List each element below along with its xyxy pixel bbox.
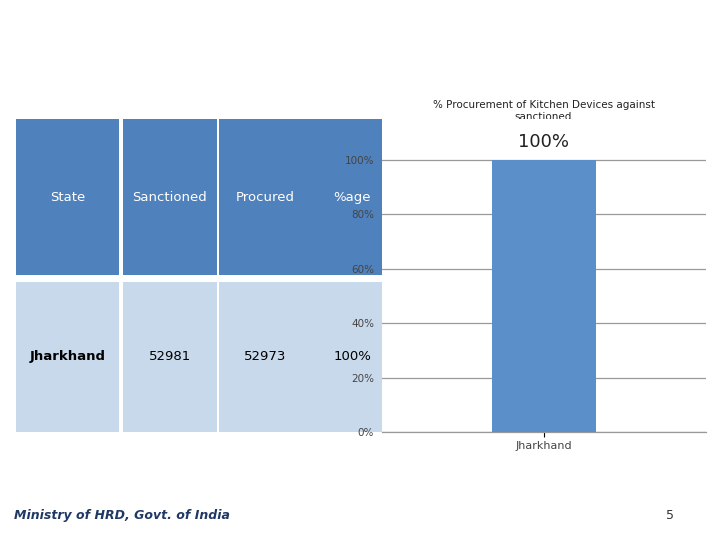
Text: Ministry of HRD, Govt. of India: Ministry of HRD, Govt. of India	[14, 509, 230, 522]
Text: 100%: 100%	[518, 133, 569, 152]
Bar	[492, 160, 595, 432]
Bar	[219, 282, 312, 432]
Text: Sanctioned: Sanctioned	[132, 191, 207, 204]
Bar	[310, 119, 394, 275]
Text: 52981: 52981	[149, 350, 191, 363]
Text: %age: %age	[333, 191, 371, 204]
Text: % Procurement of Kitchen Devices against
sanctioned: % Procurement of Kitchen Devices against…	[433, 100, 654, 122]
Text: 52973: 52973	[244, 350, 287, 363]
Text: Jharkhand: Jharkhand	[30, 350, 106, 363]
Text: 100%: 100%	[333, 350, 371, 363]
Text: Procured: Procured	[236, 191, 294, 204]
Text: Procurement of Kitchen Devices: Procurement of Kitchen Devices	[145, 22, 575, 46]
Bar	[123, 282, 217, 432]
Bar	[310, 282, 394, 432]
Text: (Primary & U. Primary): (Primary & U. Primary)	[208, 64, 512, 88]
Bar	[17, 282, 120, 432]
Text: State: State	[50, 191, 86, 204]
Bar	[123, 119, 217, 275]
Bar	[17, 119, 120, 275]
Text: 5: 5	[665, 509, 674, 522]
Bar	[219, 119, 312, 275]
